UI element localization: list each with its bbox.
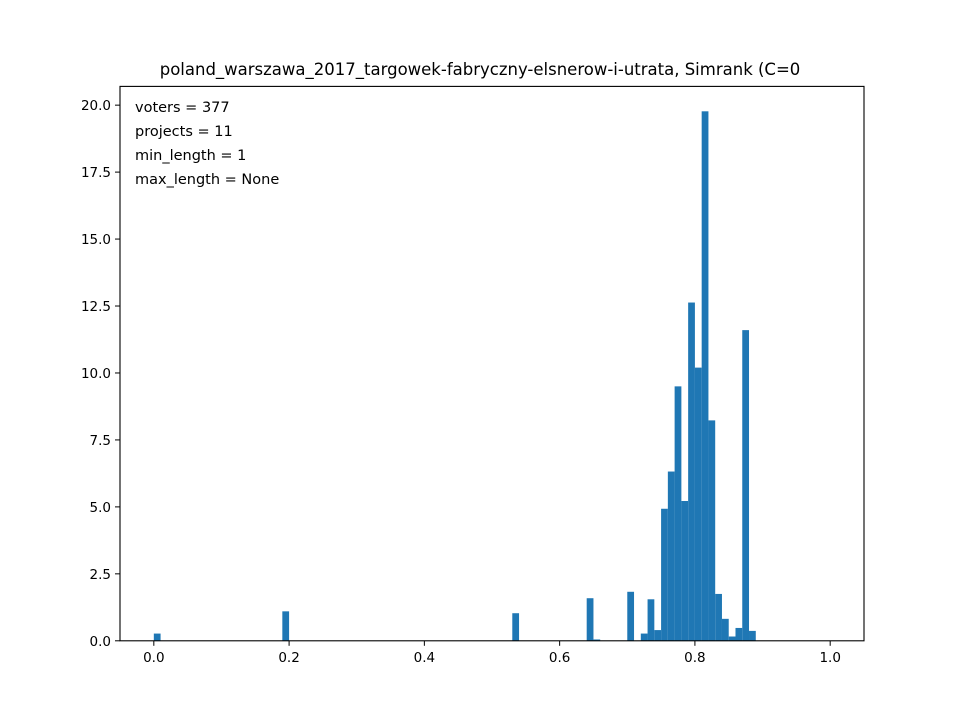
plot-frame xyxy=(119,85,865,642)
histogram-bar-4 xyxy=(593,639,601,641)
chart-title: poland_warszawa_2017_targowek-fabryczny-… xyxy=(160,60,801,80)
y-tick-label-6: 15.0 xyxy=(81,232,111,248)
histogram-bar-3 xyxy=(586,598,594,641)
histogram-bar-5 xyxy=(627,591,635,641)
histogram-bar-9 xyxy=(661,508,668,641)
x-tick-label-2: 0.4 xyxy=(414,650,435,666)
histogram-bar-7 xyxy=(647,599,655,641)
y-tick-label-2: 5.0 xyxy=(90,500,111,516)
histogram-bar-2 xyxy=(512,613,520,641)
y-tick-label-0: 0.0 xyxy=(90,634,111,650)
histogram-bar-22 xyxy=(749,630,756,641)
histogram-bar-13 xyxy=(688,302,695,641)
histogram-bar-18 xyxy=(721,618,729,641)
y-tick-label-8: 20.0 xyxy=(81,98,111,114)
histogram-bar-21 xyxy=(742,330,750,641)
annotation-line-0: voters = 377 xyxy=(135,100,230,116)
annotation-line-3: max_length = None xyxy=(135,172,279,188)
x-tick-label-0: 0.0 xyxy=(143,650,164,666)
annotation-line-2: min_length = 1 xyxy=(135,148,246,164)
y-tick-label-4: 10.0 xyxy=(81,366,111,382)
histogram-bar-14 xyxy=(694,367,702,641)
histogram-bar-8 xyxy=(654,630,662,641)
y-tick-label-5: 12.5 xyxy=(81,299,111,315)
x-tick-label-1: 0.2 xyxy=(278,650,299,666)
histogram-bar-0 xyxy=(153,633,161,641)
y-axis: 0.0 2.5 5.0 7.5 10.0 12.5 15.0 17.5 20.0 xyxy=(81,98,120,650)
y-tick-label-3: 7.5 xyxy=(90,433,111,449)
y-tick-label-7: 17.5 xyxy=(81,165,111,181)
x-tick-label-5: 1.0 xyxy=(819,650,840,666)
annotation-box: voters = 377 projects = 11 min_length = 1 m… xyxy=(135,100,279,188)
annotation-line-1: projects = 11 xyxy=(135,124,233,140)
histogram-bar-20 xyxy=(735,627,743,641)
x-tick-label-4: 0.8 xyxy=(684,650,705,666)
histogram-bar-16 xyxy=(708,420,716,641)
histogram-bar-11 xyxy=(674,386,682,641)
histogram-bar-12 xyxy=(681,500,689,641)
histogram-bar-1 xyxy=(282,611,290,641)
y-tick-label-1: 2.5 xyxy=(90,567,111,583)
bars-group xyxy=(153,111,756,641)
histogram-bar-10 xyxy=(667,471,675,641)
x-tick-label-3: 0.6 xyxy=(549,650,570,666)
x-axis: 0.0 0.2 0.4 0.6 0.8 1.0 xyxy=(143,640,841,666)
histogram-bar-17 xyxy=(715,593,722,641)
histogram-bar-6 xyxy=(640,633,648,641)
histogram-bar-15 xyxy=(701,111,709,641)
histogram-bar-19 xyxy=(728,636,736,641)
